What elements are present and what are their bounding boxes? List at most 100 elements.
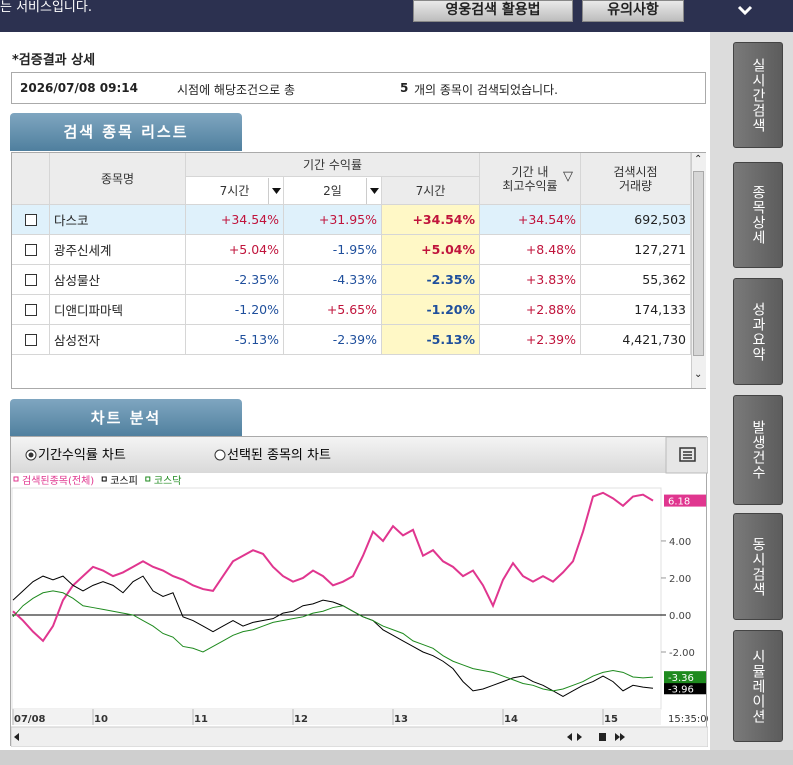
table-value: 55,362 bbox=[581, 265, 691, 295]
legend-label: 코스피 bbox=[110, 475, 138, 487]
table-value: +34.54% bbox=[186, 205, 284, 235]
result-heading: *검증결과 상세 bbox=[12, 53, 96, 68]
table-value: -1.95% bbox=[284, 235, 382, 265]
series-line bbox=[12, 590, 654, 692]
header-cell: 기간 내 최고수익률 bbox=[480, 153, 581, 205]
last-value-label: -3.36 bbox=[668, 673, 694, 684]
table-value: +3.83% bbox=[480, 265, 581, 295]
x-axis-band bbox=[12, 709, 661, 725]
checkbox[interactable] bbox=[24, 243, 37, 256]
side-tab[interactable]: 종목상세 bbox=[733, 162, 783, 268]
result-text: 개의 종목이 검색되었습니다. bbox=[414, 83, 558, 97]
plot-area bbox=[11, 487, 662, 710]
radio[interactable] bbox=[214, 449, 226, 461]
sort-icon[interactable]: ▽ bbox=[563, 169, 573, 184]
checkbox[interactable] bbox=[24, 213, 37, 226]
header-cell: 종목명 bbox=[50, 153, 186, 205]
bottom-strip bbox=[0, 750, 793, 765]
guide-button[interactable]: 영웅검색 활용법 bbox=[413, 0, 573, 22]
x-tick-label: 11 bbox=[194, 714, 208, 725]
header-line: 기간 내 bbox=[511, 164, 549, 179]
notice: 는 서비스입니다. bbox=[0, 0, 92, 15]
sub-header-cell: 7시간 bbox=[382, 177, 480, 205]
dropdown-arrow[interactable] bbox=[268, 178, 283, 204]
table-value: -2.35% bbox=[186, 265, 284, 295]
side-tab-label: 실시간검색 bbox=[750, 57, 766, 133]
last-value-box bbox=[664, 671, 706, 684]
stock-name[interactable]: 광주신세계 bbox=[50, 235, 186, 265]
table-value: -4.33% bbox=[284, 265, 382, 295]
list-tab[interactable]: 검색 종목 리스트 bbox=[10, 113, 242, 151]
scroll-up[interactable]: ⌃ bbox=[694, 154, 703, 165]
sub-header-cell[interactable]: 7시간 bbox=[186, 177, 284, 205]
table-value: +5.04% bbox=[186, 235, 284, 265]
table-value: +5.65% bbox=[284, 295, 382, 325]
table-value: +2.88% bbox=[480, 295, 581, 325]
side-tab[interactable]: 시뮬레이션 bbox=[733, 630, 783, 742]
header-cell bbox=[12, 153, 50, 205]
table-value: +34.54% bbox=[382, 205, 480, 235]
scroll-thumb[interactable] bbox=[693, 171, 704, 356]
chart: 기간수익률 차트 선택된 종목의 차트 4.00 2.00 0.00 -2.00 07/… bbox=[10, 436, 713, 748]
row-checkbox-cell bbox=[12, 235, 50, 265]
legend-label: 코스닥 bbox=[154, 475, 182, 487]
scroll-buttons[interactable] bbox=[14, 733, 625, 741]
table-value: -2.39% bbox=[284, 325, 382, 355]
last-value-box bbox=[664, 494, 706, 507]
stock-table: 종목명 기간 수익률 7시간 2일 7시간 기간 내 최고수익률 ▽ 검색시점 거래량 ⌃ ⌄ 다스코 +… bbox=[11, 152, 706, 389]
stock-name[interactable]: 삼성물산 bbox=[50, 265, 186, 295]
table-value: +8.48% bbox=[480, 235, 581, 265]
last-value-label: 6.18 bbox=[668, 497, 690, 508]
radio-label[interactable]: 기간수익률 차트 bbox=[38, 448, 126, 463]
sub-header-cell[interactable]: 2일 bbox=[284, 177, 382, 205]
radio-label[interactable]: 선택된 종목의 차트 bbox=[227, 448, 331, 463]
table-value: +2.39% bbox=[480, 325, 581, 355]
side-tab-label: 시뮬레이션 bbox=[750, 648, 766, 724]
table-value: -5.13% bbox=[382, 325, 480, 355]
side-tab-label: 동시검색 bbox=[750, 536, 766, 597]
table-value: +5.04% bbox=[382, 235, 480, 265]
table-value: -1.20% bbox=[186, 295, 284, 325]
table-value: 4,421,730 bbox=[581, 325, 691, 355]
result-box: 2026/07/08 09:14 시점에 해당조건으로 총 5 개의 종목이 검… bbox=[11, 72, 706, 104]
row-checkbox-cell bbox=[12, 295, 50, 325]
result-text: 시점에 해당조건으로 총 bbox=[177, 83, 296, 97]
chart-panel: 기간수익률 차트 선택된 종목의 차트 4.00 2.00 0.00 -2.00 07/… bbox=[10, 436, 713, 748]
legend-swatch bbox=[145, 476, 151, 482]
arrow bbox=[271, 188, 281, 194]
menu-icon bbox=[679, 447, 696, 462]
y-tick-label: 4.00 bbox=[669, 537, 691, 548]
side-tab[interactable]: 실시간검색 bbox=[733, 42, 783, 148]
header-cell: 검색시점 거래량 bbox=[581, 153, 691, 205]
dropdown-arrow[interactable] bbox=[366, 178, 381, 204]
caution-button[interactable]: 유의사항 bbox=[582, 0, 684, 22]
collapse-icon[interactable] bbox=[736, 4, 754, 16]
row-checkbox-cell bbox=[12, 265, 50, 295]
checkbox[interactable] bbox=[24, 273, 37, 286]
side-tab[interactable]: 성과요약 bbox=[733, 278, 783, 385]
header-line: 거래량 bbox=[618, 178, 653, 193]
row-checkbox-cell bbox=[12, 325, 50, 355]
header-line: 최고수익률 bbox=[502, 178, 558, 193]
legend-swatch bbox=[13, 476, 19, 482]
time-label: 15:35:00 bbox=[668, 714, 708, 725]
series-line bbox=[12, 491, 654, 643]
table-value: 127,271 bbox=[581, 235, 691, 265]
side-tab[interactable]: 발생건수 bbox=[733, 395, 783, 505]
y-tick-label: 2.00 bbox=[669, 574, 691, 585]
stock-name[interactable]: 삼성전자 bbox=[50, 325, 186, 355]
scroll-down[interactable]: ⌄ bbox=[694, 369, 703, 380]
top-bar: 는 서비스입니다. 영웅검색 활용법 유의사항 bbox=[0, 0, 793, 32]
checkbox[interactable] bbox=[24, 333, 37, 346]
chart-tab[interactable]: 차트 분석 bbox=[10, 399, 242, 437]
y-tick-label: 0.00 bbox=[669, 611, 691, 622]
side-tab-label: 발생건수 bbox=[750, 420, 766, 480]
x-tick-label: 10 bbox=[94, 714, 108, 725]
stock-name[interactable]: 다스코 bbox=[50, 205, 186, 235]
side-tab[interactable]: 동시검색 bbox=[733, 513, 783, 620]
stock-name[interactable]: 디앤디파마텍 bbox=[50, 295, 186, 325]
table-value: -5.13% bbox=[186, 325, 284, 355]
checkbox[interactable] bbox=[24, 303, 37, 316]
x-tick-label: 14 bbox=[504, 714, 518, 725]
